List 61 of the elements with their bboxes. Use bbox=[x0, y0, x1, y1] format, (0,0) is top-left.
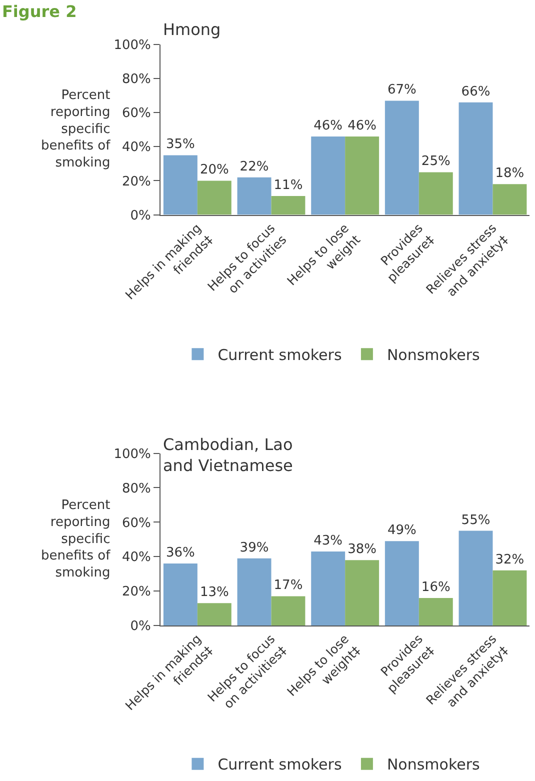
data-label: 55% bbox=[461, 512, 490, 528]
bar bbox=[418, 598, 453, 626]
bar bbox=[458, 102, 493, 215]
bar bbox=[345, 560, 380, 626]
y-tick-label: 80% bbox=[122, 481, 151, 496]
y-tick-label: 0% bbox=[130, 619, 151, 634]
data-label: 20% bbox=[200, 162, 229, 178]
bar bbox=[418, 172, 453, 215]
y-tick-label: 60% bbox=[122, 106, 151, 122]
data-label: 49% bbox=[387, 523, 416, 538]
legend-label: Current smokers bbox=[218, 756, 342, 774]
legend-label: Current smokers bbox=[218, 346, 342, 364]
y-tick-label: 40% bbox=[122, 550, 151, 566]
bar bbox=[345, 136, 380, 215]
data-label: 32% bbox=[495, 552, 524, 568]
bar bbox=[197, 180, 232, 215]
y-tick-label: 80% bbox=[122, 72, 151, 88]
y-tick-label: 0% bbox=[130, 208, 151, 224]
bar bbox=[197, 603, 232, 626]
bar bbox=[163, 155, 198, 215]
y-tick-label: 20% bbox=[122, 584, 151, 600]
data-label: 11% bbox=[274, 178, 303, 194]
bar bbox=[492, 570, 527, 626]
legend-label: Nonsmokers bbox=[386, 756, 480, 774]
bar bbox=[458, 530, 493, 626]
data-label: 13% bbox=[200, 585, 229, 600]
data-label: 46% bbox=[348, 118, 377, 134]
y-axis-title: Percent reporting specific benefits of smoking bbox=[41, 88, 111, 171]
data-label: 66% bbox=[461, 84, 490, 100]
data-label: 46% bbox=[314, 118, 343, 134]
caption: Figure 2 bbox=[2, 2, 77, 21]
y-tick-label: 100% bbox=[114, 38, 151, 54]
data-label: 38% bbox=[348, 542, 377, 558]
y-tick-label: 100% bbox=[114, 446, 151, 462]
chart-title: Cambodian, Lao and Vietnamese bbox=[163, 435, 293, 475]
y-axis-title: Percent reporting specific benefits of smoking bbox=[41, 498, 111, 581]
data-label: 36% bbox=[166, 546, 195, 561]
bar bbox=[237, 177, 272, 215]
y-tick-label: 20% bbox=[122, 174, 151, 190]
data-label: 17% bbox=[274, 578, 303, 594]
bar bbox=[384, 100, 419, 215]
bar bbox=[311, 136, 346, 215]
bar bbox=[237, 558, 272, 626]
data-label: 22% bbox=[240, 159, 269, 174]
data-label: 39% bbox=[240, 540, 269, 556]
bar bbox=[271, 196, 306, 215]
bar bbox=[271, 596, 306, 626]
y-tick-label: 60% bbox=[122, 516, 151, 531]
data-label: 43% bbox=[314, 533, 343, 548]
bar bbox=[311, 551, 346, 626]
bar bbox=[384, 541, 419, 626]
legend-label: Nonsmokers bbox=[386, 346, 480, 364]
bar bbox=[492, 184, 527, 215]
data-label: 16% bbox=[421, 580, 450, 595]
data-label: 67% bbox=[387, 82, 416, 98]
y-tick-label: 40% bbox=[122, 140, 151, 156]
bar bbox=[163, 564, 198, 626]
data-label: 25% bbox=[421, 154, 450, 170]
data-label: 35% bbox=[166, 137, 195, 152]
chart-title: Hmong bbox=[163, 20, 221, 39]
data-label: 18% bbox=[495, 166, 524, 182]
